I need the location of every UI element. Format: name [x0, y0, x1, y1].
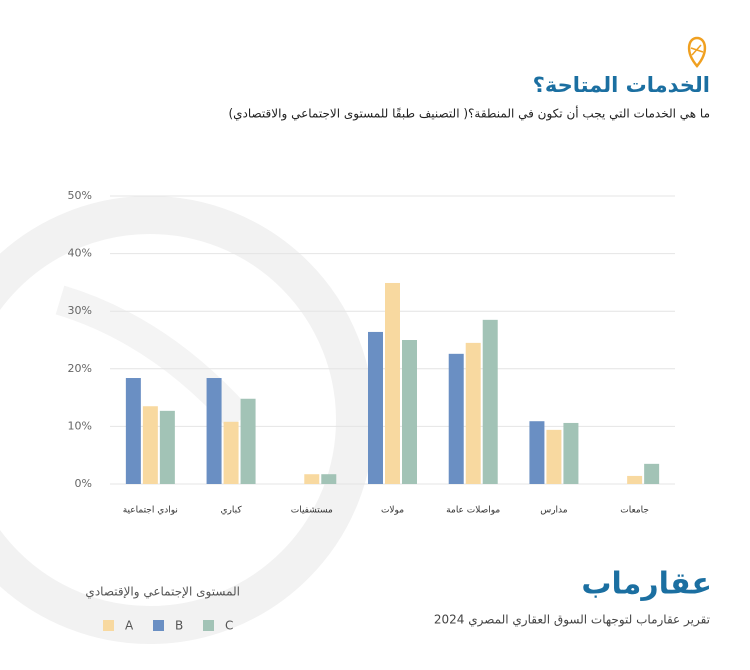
watermark	[0, 196, 374, 644]
bar	[368, 331, 383, 484]
chart-title: الخدمات المتاحة؟	[533, 73, 710, 97]
bar	[546, 429, 562, 484]
legend-swatch	[103, 620, 114, 631]
bar	[304, 474, 320, 484]
bar	[627, 475, 643, 484]
x-tick-label: مستشفيات	[291, 506, 333, 516]
legend-swatch	[203, 620, 214, 631]
legend-label: B	[175, 619, 183, 633]
bar	[142, 406, 158, 484]
x-tick-label: كباري	[221, 506, 243, 516]
bar	[402, 340, 417, 484]
chart-subtitle: ما هي الخدمات التي يجب أن تكون في المنطق…	[228, 106, 710, 122]
bar	[159, 410, 175, 484]
legend-label: C	[225, 619, 233, 633]
x-tick-label: نوادي اجتماعية	[123, 506, 178, 516]
legend-label: A	[125, 619, 134, 633]
bar	[223, 421, 239, 484]
bar	[529, 421, 545, 484]
footer: تقرير عقارماب لتوجهات السوق العقاري المص…	[434, 613, 710, 628]
pin-icon	[687, 36, 707, 68]
bar	[206, 378, 222, 484]
x-tick-label: جامعات	[620, 506, 649, 516]
y-tick-label: 10%	[68, 419, 92, 432]
legend-title: المستوى الإجتماعي والإقتصادي	[85, 585, 240, 600]
bar	[644, 463, 660, 484]
y-tick-label: 40%	[68, 247, 92, 260]
y-tick-label: 30%	[68, 304, 92, 317]
x-tick-label: مدارس	[540, 506, 568, 516]
y-tick-label: 20%	[68, 362, 92, 375]
x-tick-label: مولات	[381, 506, 404, 516]
legend-swatch	[153, 620, 164, 631]
bar	[448, 353, 464, 484]
bar	[482, 319, 498, 484]
bar	[321, 474, 337, 484]
bar	[385, 282, 400, 484]
brand-logo: عقارماب	[581, 567, 712, 602]
bar	[563, 422, 579, 484]
bar	[465, 342, 481, 484]
bar	[125, 378, 141, 484]
y-tick-label: 50%	[68, 189, 92, 202]
bar	[240, 398, 256, 484]
x-tick-label: مواصلات عامة	[446, 506, 500, 516]
y-tick-label: 0%	[75, 477, 92, 490]
